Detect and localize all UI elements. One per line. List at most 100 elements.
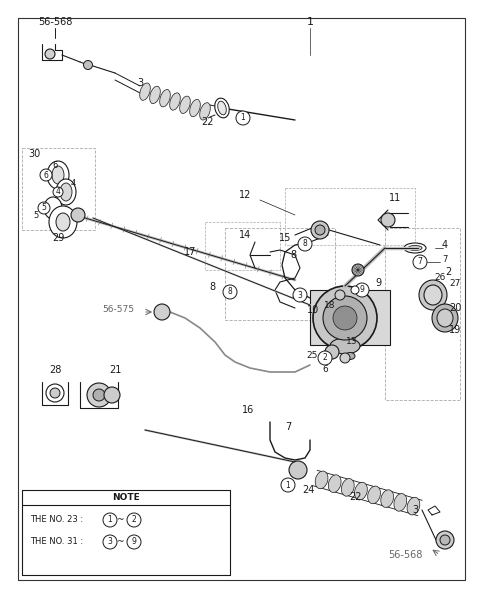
Text: 22: 22 xyxy=(201,117,213,127)
Text: 6: 6 xyxy=(322,365,328,374)
Text: NOTE: NOTE xyxy=(112,493,140,503)
Ellipse shape xyxy=(56,179,76,205)
Circle shape xyxy=(351,286,359,294)
Text: 7: 7 xyxy=(418,257,422,266)
Text: 9: 9 xyxy=(375,278,381,288)
Text: 5: 5 xyxy=(322,350,328,359)
Text: 9: 9 xyxy=(132,538,136,547)
Text: 4: 4 xyxy=(56,187,60,196)
Circle shape xyxy=(311,221,329,239)
Circle shape xyxy=(293,288,307,302)
Text: 56-568: 56-568 xyxy=(38,17,72,27)
Circle shape xyxy=(71,208,85,222)
Circle shape xyxy=(45,49,55,59)
Text: 20: 20 xyxy=(449,303,461,313)
Ellipse shape xyxy=(44,197,62,219)
Text: 30: 30 xyxy=(28,149,40,159)
Ellipse shape xyxy=(408,245,422,251)
Ellipse shape xyxy=(404,243,426,253)
Ellipse shape xyxy=(355,483,367,500)
Ellipse shape xyxy=(190,100,200,117)
Text: THE NO. 31 :: THE NO. 31 : xyxy=(30,538,83,547)
Text: 3: 3 xyxy=(298,291,302,300)
Circle shape xyxy=(325,345,339,359)
Text: 3: 3 xyxy=(137,78,143,88)
Circle shape xyxy=(352,264,364,276)
Circle shape xyxy=(46,384,64,402)
Text: 26: 26 xyxy=(434,272,446,281)
Ellipse shape xyxy=(407,497,420,515)
Text: 22: 22 xyxy=(349,492,361,502)
Circle shape xyxy=(154,304,170,320)
Ellipse shape xyxy=(52,166,64,184)
Circle shape xyxy=(53,187,63,197)
Circle shape xyxy=(103,513,117,527)
Text: 29: 29 xyxy=(52,233,64,243)
Text: 1: 1 xyxy=(286,481,290,489)
Circle shape xyxy=(127,535,141,549)
Circle shape xyxy=(103,535,117,549)
Ellipse shape xyxy=(381,490,394,507)
Text: 8: 8 xyxy=(228,288,232,297)
Text: 2: 2 xyxy=(445,267,451,277)
Text: 6: 6 xyxy=(52,161,58,170)
Ellipse shape xyxy=(60,183,72,201)
Text: 6: 6 xyxy=(44,170,48,179)
Text: 4: 4 xyxy=(71,179,76,187)
Text: 8: 8 xyxy=(209,282,215,292)
Text: 28: 28 xyxy=(49,365,61,375)
Text: 17: 17 xyxy=(184,247,196,257)
Circle shape xyxy=(313,286,377,350)
Ellipse shape xyxy=(150,86,160,104)
Circle shape xyxy=(340,353,350,363)
Circle shape xyxy=(50,388,60,398)
Ellipse shape xyxy=(47,161,69,189)
Circle shape xyxy=(315,225,325,235)
Circle shape xyxy=(93,389,105,401)
Text: 5: 5 xyxy=(42,204,47,213)
Text: 16: 16 xyxy=(242,405,254,415)
Text: 8: 8 xyxy=(302,240,307,248)
Ellipse shape xyxy=(341,478,354,496)
Circle shape xyxy=(289,461,307,479)
Circle shape xyxy=(440,535,450,545)
Ellipse shape xyxy=(56,213,70,231)
Text: 2: 2 xyxy=(132,515,136,524)
Ellipse shape xyxy=(215,98,229,118)
Text: 12: 12 xyxy=(239,190,251,200)
Circle shape xyxy=(84,60,93,69)
Text: 19: 19 xyxy=(449,325,461,335)
Bar xyxy=(310,290,390,345)
Text: ~: ~ xyxy=(116,515,124,524)
Ellipse shape xyxy=(419,280,447,310)
Text: 7: 7 xyxy=(285,422,291,432)
Text: 21: 21 xyxy=(109,365,121,375)
Text: 18: 18 xyxy=(324,301,336,309)
Ellipse shape xyxy=(368,486,381,504)
Circle shape xyxy=(38,202,50,214)
Ellipse shape xyxy=(140,83,150,100)
Text: 11: 11 xyxy=(389,193,401,203)
Circle shape xyxy=(87,383,111,407)
Text: 4: 4 xyxy=(442,240,448,250)
Text: 7: 7 xyxy=(442,255,448,265)
Text: 15: 15 xyxy=(279,233,291,243)
Circle shape xyxy=(223,285,237,299)
Ellipse shape xyxy=(432,304,458,332)
Circle shape xyxy=(236,111,250,125)
Ellipse shape xyxy=(330,338,360,354)
Ellipse shape xyxy=(315,471,328,489)
Text: 1: 1 xyxy=(108,515,112,524)
Circle shape xyxy=(281,478,295,492)
Circle shape xyxy=(40,169,52,181)
Ellipse shape xyxy=(345,353,355,359)
Ellipse shape xyxy=(49,206,77,238)
Text: 2: 2 xyxy=(323,353,327,362)
Ellipse shape xyxy=(170,93,180,110)
Circle shape xyxy=(298,237,312,251)
Text: 5: 5 xyxy=(34,211,38,219)
Ellipse shape xyxy=(437,309,453,327)
Circle shape xyxy=(318,351,332,365)
Text: 3: 3 xyxy=(412,505,418,515)
Text: 3: 3 xyxy=(108,538,112,547)
